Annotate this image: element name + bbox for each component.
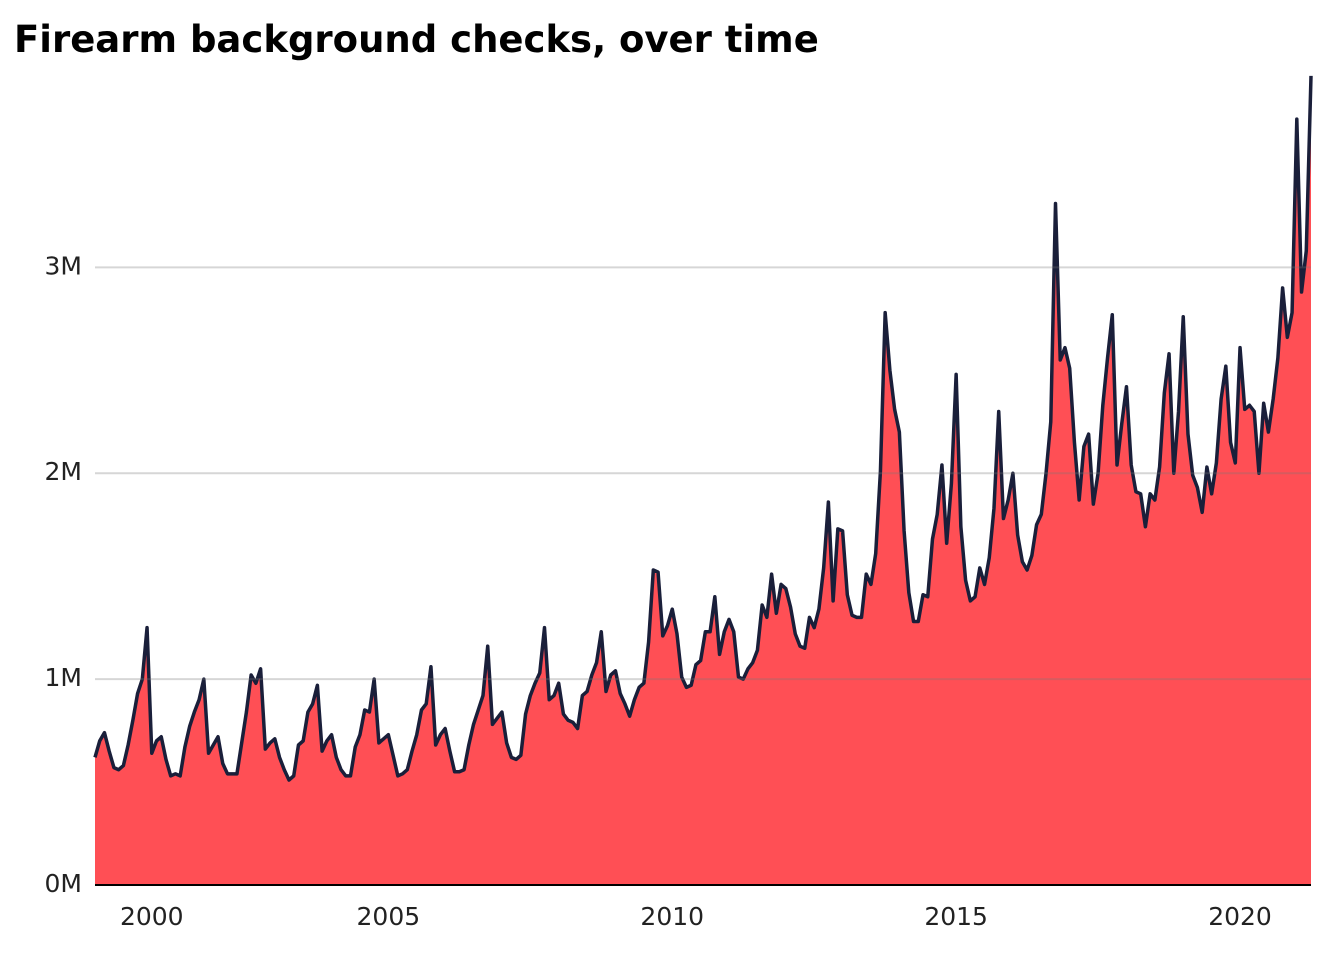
area bbox=[95, 75, 1311, 885]
y-tick-label: 0M bbox=[45, 869, 82, 898]
y-tick-label: 2M bbox=[45, 457, 82, 486]
y-tick-label: 3M bbox=[45, 251, 82, 280]
x-tick-label: 2015 bbox=[924, 902, 988, 931]
x-tick-label: 2005 bbox=[357, 902, 421, 931]
x-tick-label: 2010 bbox=[640, 902, 704, 931]
line bbox=[93, 75, 1313, 782]
y-tick-label: 1M bbox=[45, 663, 82, 692]
x-tick-label: 2020 bbox=[1208, 902, 1272, 931]
chart-title: Firearm background checks, over time bbox=[14, 18, 819, 61]
x-tick-label: 2000 bbox=[120, 902, 184, 931]
